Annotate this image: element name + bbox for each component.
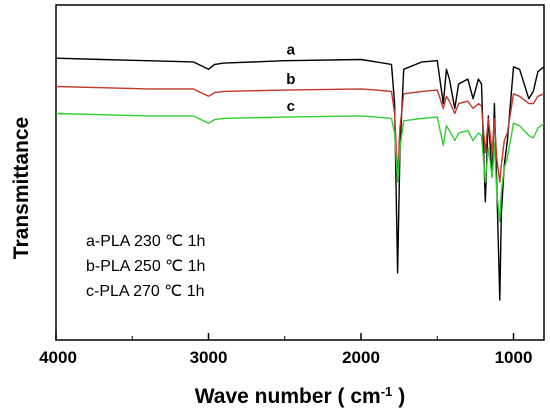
series-line-b [55,85,545,183]
x-tick-label: 4000 [39,348,77,367]
x-tick-label: 3000 [190,348,228,367]
curve-label-b: b [286,71,295,88]
x-axis-label: Wave number ( cm-1) [195,384,406,409]
legend-entry-a: a-PLA 230 ℃ 1h [86,233,205,250]
x-tick-label: 2000 [342,348,380,367]
x-tick-label: 1000 [495,348,533,367]
x-axis-label-close: ) [398,385,405,408]
curve-label-c: c [287,98,295,115]
x-axis-label-sup: -1 [381,384,393,399]
legend-entry-b: b-PLA 250 ℃ 1h [86,258,205,275]
x-ticks: 4000 3000 2000 1000 [39,333,532,367]
x-axis-label-main: Wave number ( cm [195,385,381,408]
legend-entry-c: c-PLA 270 ℃ 1h [86,283,204,300]
series-group [55,57,545,301]
series-line-a [55,57,545,301]
plot-frame [55,4,545,341]
series-line-c [55,112,545,223]
curve-label-a: a [287,41,296,58]
y-axis-label: Transmittance [10,117,33,259]
curve-labels: abc [286,41,295,114]
legend: a-PLA 230 ℃ 1h b-PLA 250 ℃ 1h c-PLA 270 … [86,233,205,300]
